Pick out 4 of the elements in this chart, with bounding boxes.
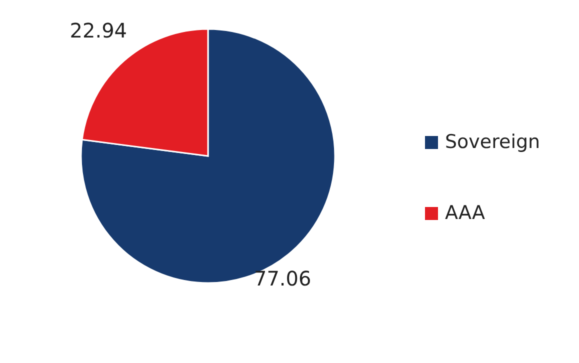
legend-label: Sovereign (445, 131, 540, 154)
data-label: 77.06 (254, 266, 312, 290)
legend-label: AAA (445, 202, 486, 224)
data-label: 22.94 (70, 18, 128, 43)
